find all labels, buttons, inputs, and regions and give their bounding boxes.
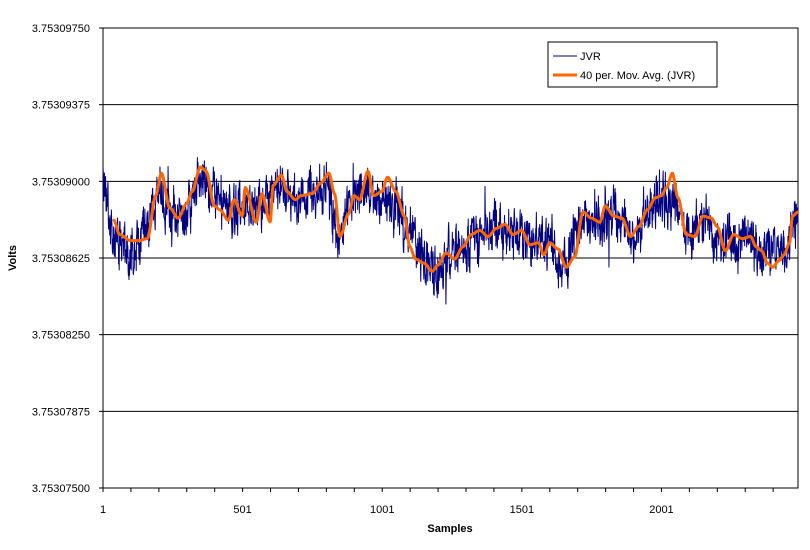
legend-label-jvr: JVR bbox=[580, 51, 601, 63]
y-tick-label: 3.75309000 bbox=[32, 176, 90, 188]
x-tick-label: 2001 bbox=[649, 504, 673, 516]
x-axis-ticks: 1 501 1001 1501 2001 bbox=[100, 488, 774, 516]
series-layer bbox=[102, 156, 799, 305]
y-tick-label: 3.75309750 bbox=[32, 23, 90, 35]
y-tick-label: 3.75307875 bbox=[32, 406, 90, 418]
x-tick-label: 1 bbox=[100, 504, 106, 516]
y-axis-ticks: 3.75307500 3.75307875 3.75308250 3.75308625… bbox=[32, 23, 103, 495]
y-tick-label: 3.75309375 bbox=[32, 100, 90, 112]
y-tick-label: 3.75308250 bbox=[32, 330, 90, 342]
y-tick-label: 3.75308625 bbox=[32, 253, 90, 265]
legend-box bbox=[547, 41, 718, 88]
series-line-moving-average bbox=[112, 165, 799, 273]
legend: JVR 40 per. Mov. Avg. (JVR) bbox=[547, 41, 718, 88]
x-axis-title: Samples bbox=[427, 523, 472, 535]
y-tick-label: 3.75307500 bbox=[32, 483, 90, 495]
legend-label-moving-average: 40 per. Mov. Avg. (JVR) bbox=[580, 70, 695, 82]
y-axis-title: Volts bbox=[7, 245, 19, 271]
x-tick-label: 501 bbox=[233, 504, 251, 516]
x-tick-label: 1001 bbox=[370, 504, 394, 516]
x-tick-label: 1501 bbox=[510, 504, 534, 516]
